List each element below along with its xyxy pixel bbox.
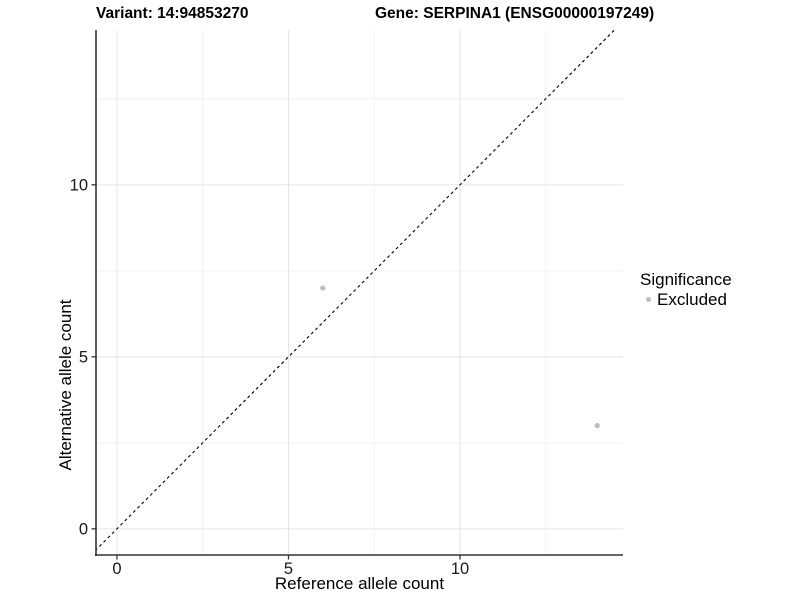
x-tick-label: 10 <box>451 560 469 578</box>
y-axis-title: Alternative allele count <box>56 299 75 471</box>
gene-title: Gene: SERPINA1 (ENSG00000197249) <box>375 5 655 22</box>
data-point <box>594 423 600 429</box>
variant-title: Variant: 14:94853270 <box>96 5 249 22</box>
legend-item-label: Excluded <box>657 290 727 309</box>
x-axis-title: Reference allele count <box>274 574 445 593</box>
data-point <box>320 285 326 291</box>
legend-title: Significance <box>640 270 732 289</box>
y-tick-label: 5 <box>79 348 88 366</box>
legend: Significance Excluded <box>640 270 732 309</box>
x-tick-label: 5 <box>284 560 293 578</box>
legend-point-icon <box>646 297 651 302</box>
legend-item-excluded: Excluded <box>640 290 732 309</box>
x-tick-label: 0 <box>112 560 121 578</box>
identity-line <box>96 30 616 551</box>
y-tick-label: 10 <box>70 176 88 194</box>
y-tick-label: 0 <box>79 520 88 538</box>
